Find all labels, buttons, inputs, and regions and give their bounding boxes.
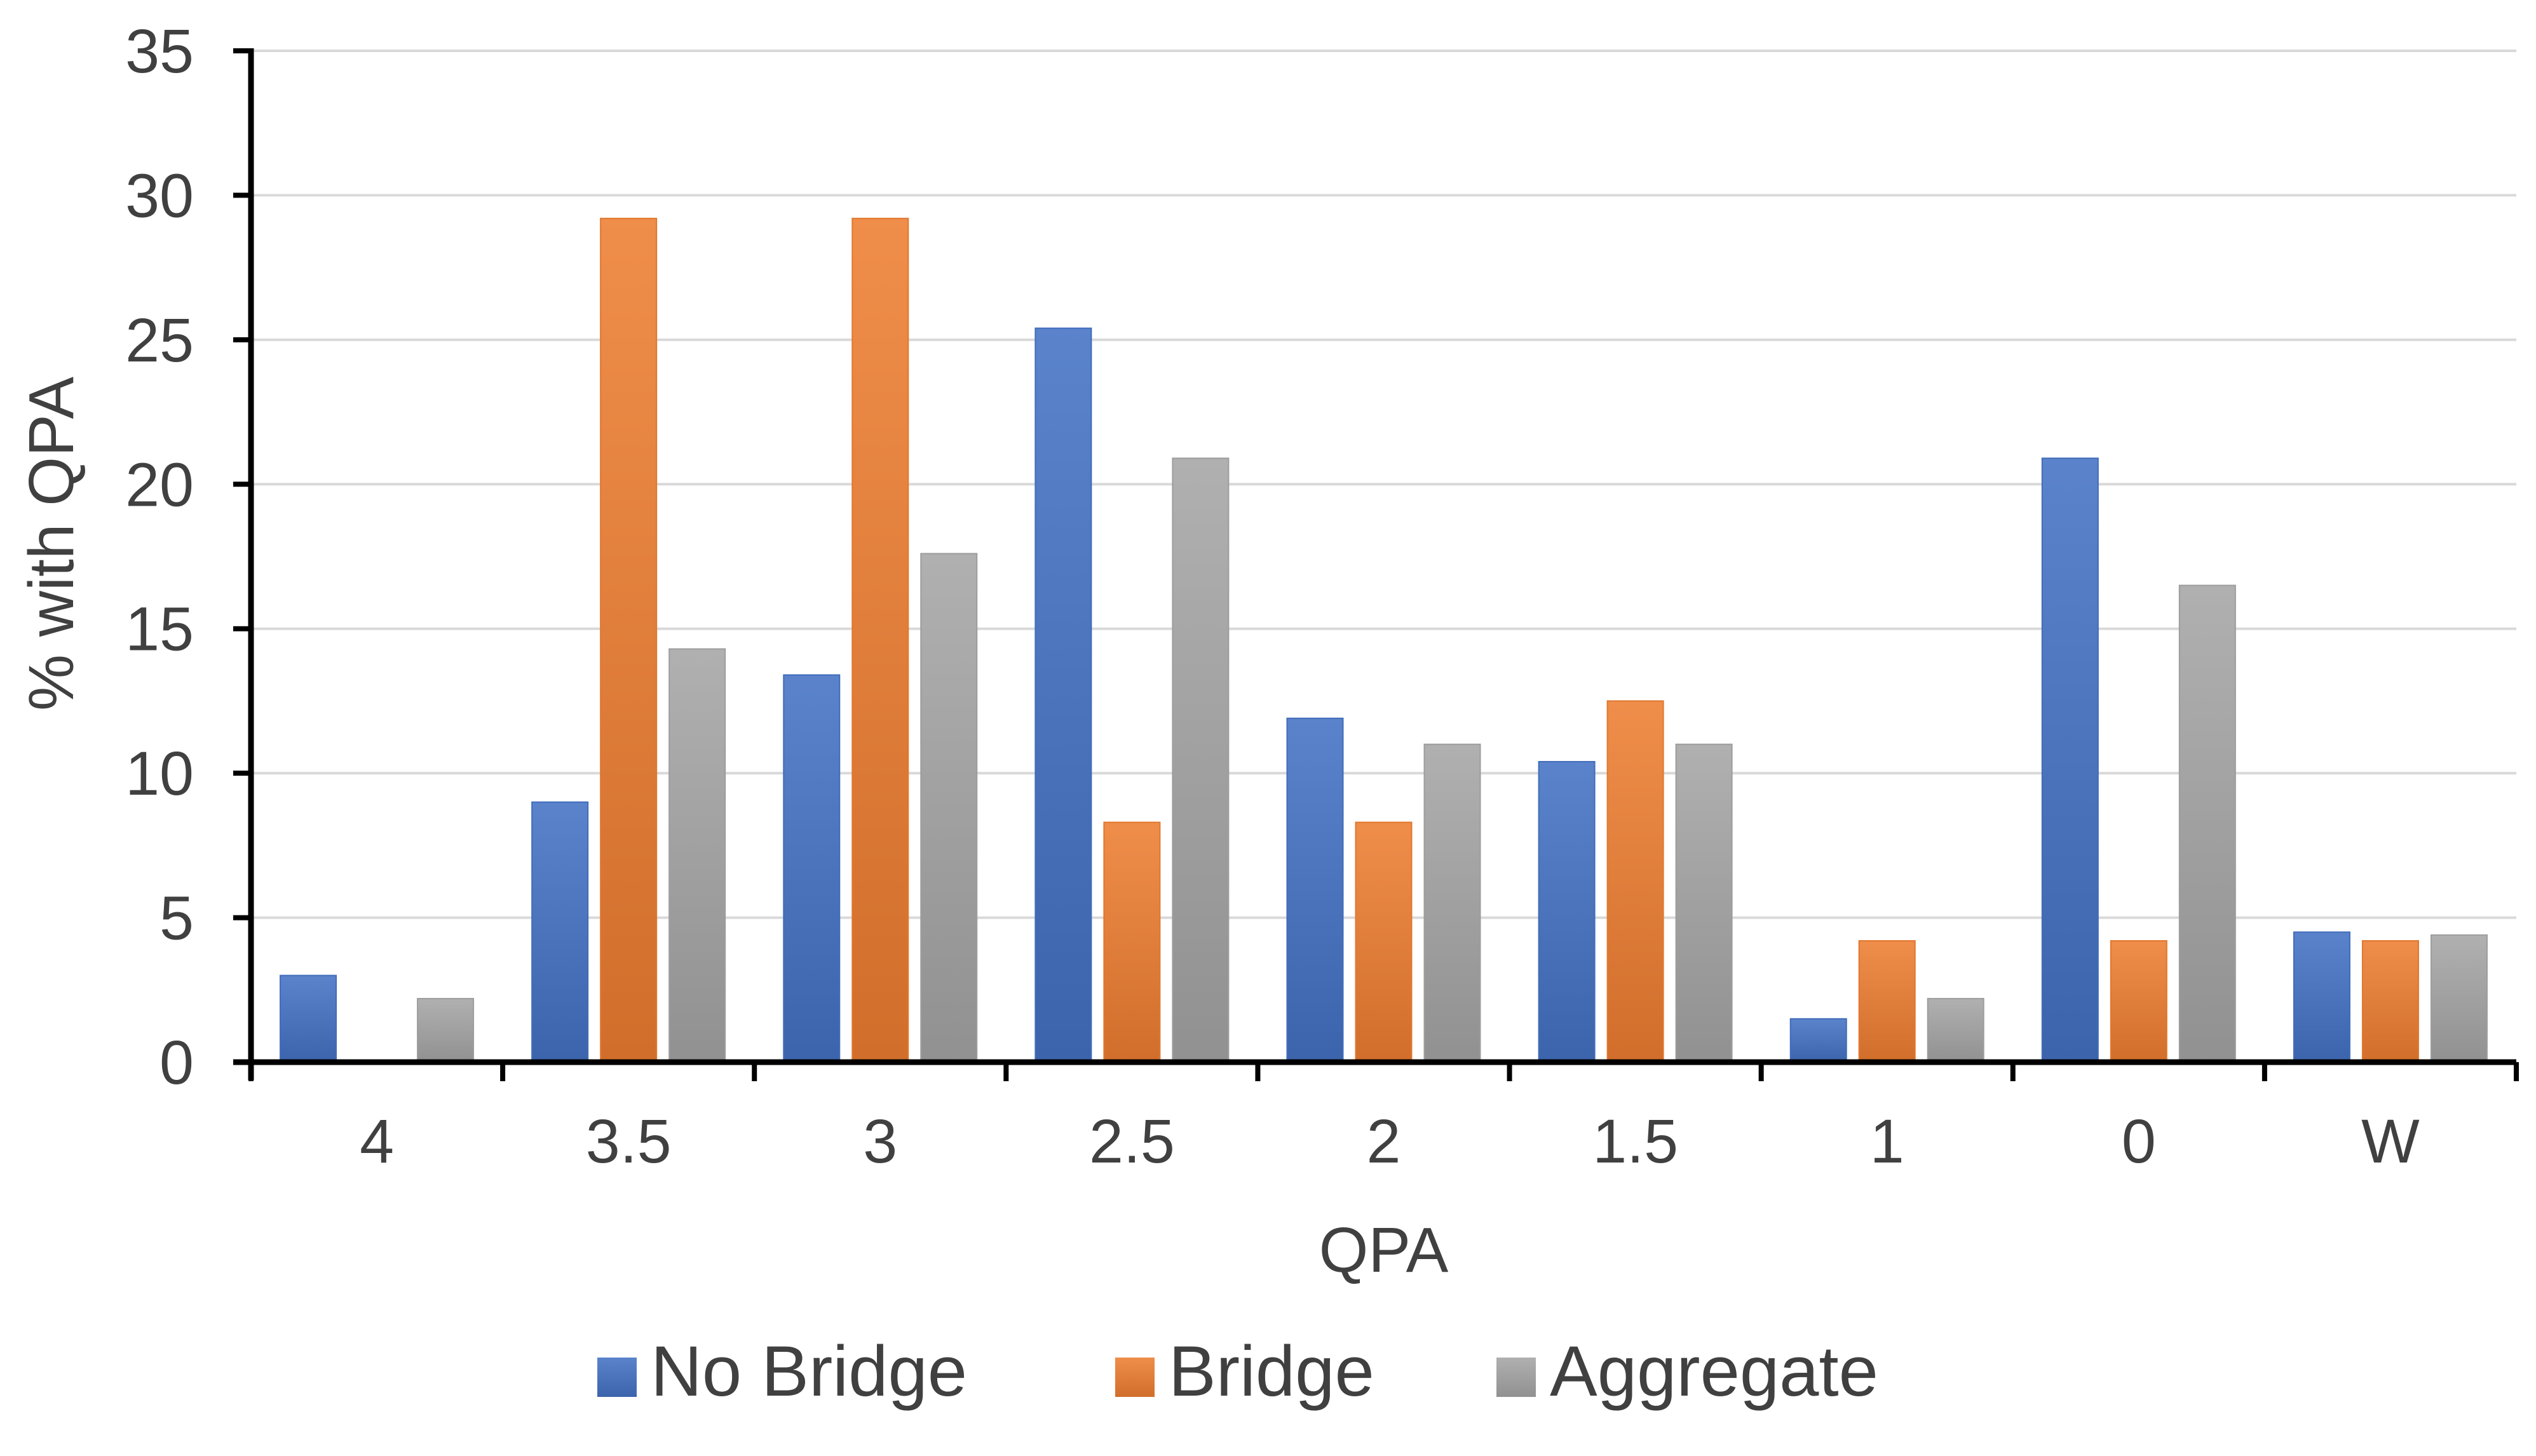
bar-aggregate-3-5	[668, 648, 726, 1063]
legend-item-no-bridge: No Bridge	[597, 1331, 967, 1411]
y-tick-label: 20	[125, 450, 194, 519]
legend-item-aggregate: Aggregate	[1496, 1331, 1878, 1411]
x-tick-label: 2	[1367, 1107, 1401, 1176]
legend-label: Bridge	[1169, 1331, 1374, 1411]
y-tick-label: 0	[159, 1028, 194, 1097]
bar-no-bridge-4	[280, 974, 337, 1063]
x-tick-label: 3	[863, 1107, 897, 1176]
x-tick-label: 2.5	[1089, 1107, 1175, 1176]
y-tick-labels: 0 5 10 15 20 25 30 35	[125, 17, 194, 1097]
bar-aggregate-w	[2430, 934, 2488, 1063]
bar-bridge-3	[851, 217, 909, 1063]
bar-bridge-1-5	[1606, 700, 1664, 1063]
legend-label: Aggregate	[1550, 1331, 1878, 1411]
bar-no-bridge-2	[1286, 717, 1344, 1063]
bar-aggregate-4	[417, 997, 475, 1063]
x-tick-label: W	[2361, 1107, 2420, 1176]
axes	[233, 48, 2519, 1081]
y-tick-label: 15	[125, 595, 194, 664]
y-tick-label: 25	[125, 306, 194, 375]
bars	[280, 217, 2488, 1063]
bar-no-bridge-0	[2041, 457, 2099, 1063]
x-tick-labels: 4 3.5 3 2.5 2 1.5 1 0 W	[360, 1107, 2420, 1176]
bar-aggregate-1-5	[1675, 743, 1733, 1063]
bar-no-bridge-1-5	[1538, 760, 1596, 1063]
y-tick-label: 10	[125, 739, 194, 808]
legend-swatch	[597, 1358, 637, 1397]
legend-swatch	[1496, 1358, 1536, 1397]
legend-label: No Bridge	[651, 1331, 967, 1411]
bar-no-bridge-1	[1789, 1018, 1847, 1063]
bar-aggregate-2-5	[1172, 457, 1230, 1063]
x-axis-title: QPA	[1319, 1215, 1449, 1286]
gridlines	[251, 50, 2516, 919]
bar-no-bridge-2-5	[1034, 327, 1092, 1063]
bar-bridge-w	[2361, 940, 2419, 1063]
bar-bridge-2-5	[1103, 821, 1161, 1063]
bar-no-bridge-w	[2293, 931, 2350, 1063]
bar-bridge-3-5	[600, 217, 658, 1063]
y-tick-label: 5	[159, 884, 194, 953]
x-tick-label: 1.5	[1592, 1107, 1678, 1176]
x-tick-label: 3.5	[586, 1107, 672, 1176]
bar-bridge-0	[2110, 940, 2167, 1063]
x-tick-label: 4	[360, 1107, 394, 1176]
y-tick-label: 35	[125, 17, 194, 86]
legend: No Bridge Bridge Aggregate	[597, 1331, 1878, 1411]
bar-aggregate-2	[1423, 743, 1481, 1063]
bar-aggregate-0	[2178, 584, 2236, 1063]
x-tick-label: 1	[1870, 1107, 1904, 1176]
x-tick-label: 0	[2122, 1107, 2156, 1176]
y-tick-label: 30	[125, 161, 194, 230]
legend-swatch	[1115, 1358, 1155, 1397]
bar-no-bridge-3	[783, 674, 841, 1063]
bar-aggregate-3	[920, 553, 978, 1063]
y-axis-title: % with QPA	[16, 377, 87, 711]
bar-bridge-2	[1355, 821, 1413, 1063]
bar-aggregate-1	[1927, 997, 1984, 1063]
bar-bridge-1	[1858, 940, 1916, 1063]
bar-no-bridge-3-5	[531, 801, 589, 1063]
legend-item-bridge: Bridge	[1115, 1331, 1374, 1411]
